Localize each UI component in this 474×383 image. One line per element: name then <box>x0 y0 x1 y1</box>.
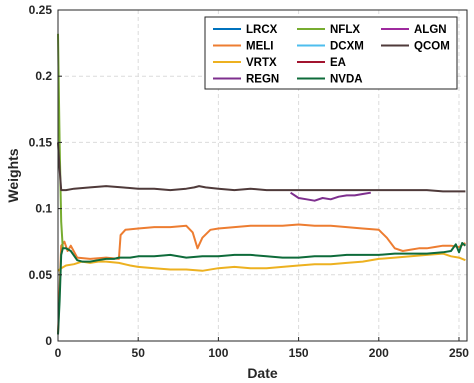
x-tick-label: 100 <box>208 346 228 360</box>
x-tick-label: 0 <box>55 346 62 360</box>
x-tick-label: 250 <box>449 346 469 360</box>
y-tick-label: 0.25 <box>29 3 53 17</box>
legend-box <box>204 16 458 90</box>
x-tick-label: 150 <box>289 346 309 360</box>
y-axis-label: Weights <box>5 148 21 202</box>
x-tick-label: 50 <box>132 346 146 360</box>
series-line-qcom <box>57 142 466 193</box>
legend-label: DCXM <box>330 41 364 53</box>
series-line-regn <box>290 191 371 202</box>
legend-label: LRCX <box>246 24 278 36</box>
series-line-meli <box>57 223 466 335</box>
legend-label: MELI <box>246 41 273 53</box>
legend: LRCX MELI VRTX REGN NFLX DCXM EA NVDA ALGN QCOM <box>204 16 458 90</box>
y-tick-label: 0.05 <box>29 268 53 282</box>
axis-ticks: 0 50 100 150 200 250 0 0.05 0.1 0.15 0.2 0.25 <box>29 3 470 360</box>
series-line-nvda <box>57 242 467 335</box>
legend-label: ALGN <box>414 24 447 36</box>
y-tick-label: 0 <box>45 334 52 348</box>
legend-label: NVDA <box>330 74 363 86</box>
y-tick-label: 0.2 <box>35 69 52 83</box>
legend-label: VRTX <box>246 57 277 69</box>
y-tick-label: 0.1 <box>35 202 52 216</box>
series-lines <box>57 33 467 335</box>
legend-label: QCOM <box>414 41 450 53</box>
legend-label: NFLX <box>330 24 360 36</box>
y-tick-label: 0.15 <box>29 135 53 149</box>
x-tick-label: 200 <box>369 346 389 360</box>
x-axis-label: Date <box>247 365 278 381</box>
plot-frame <box>57 9 468 342</box>
series-line-vrtx <box>57 252 466 272</box>
legend-label: REGN <box>246 74 279 86</box>
legend-label: EA <box>330 57 346 69</box>
